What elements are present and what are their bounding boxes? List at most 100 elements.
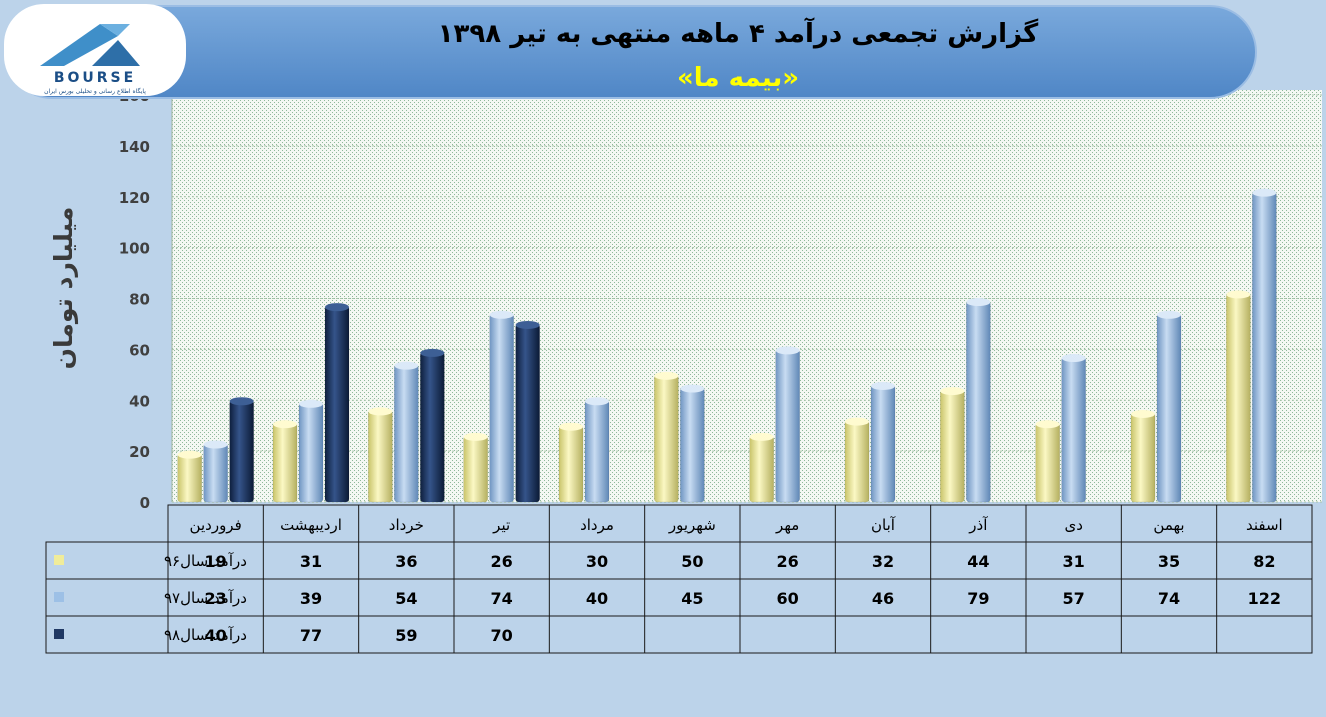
bar-cap: [654, 371, 679, 380]
bar: [558, 425, 584, 503]
bar-cap: [515, 320, 540, 329]
legend-label: درآمد سال۹۸: [164, 626, 247, 644]
table-value: 54: [395, 589, 417, 608]
bar: [324, 305, 350, 503]
y-tick-label: 80: [129, 291, 150, 309]
table-value: 39: [300, 589, 322, 608]
y-tick-label: 120: [119, 189, 150, 207]
chart-title: گزارش تجمعی درآمد ۴ ماهه منتهی به تیر ۱۳…: [438, 17, 1039, 49]
bar-cap: [1252, 188, 1277, 197]
bar: [749, 435, 774, 503]
category-label: خرداد: [389, 516, 424, 534]
bar-cap: [749, 432, 774, 441]
table-value: 59: [395, 626, 417, 645]
bar-cap: [775, 346, 800, 355]
bar-cap: [299, 399, 323, 408]
bar-cap: [966, 298, 991, 307]
bar: [870, 384, 896, 503]
table-value: 36: [395, 552, 417, 571]
legend-label: درآمد سال۹۷: [164, 589, 247, 607]
bar: [940, 389, 965, 503]
legend-swatch: [54, 629, 64, 639]
legend-swatch: [54, 592, 64, 602]
logo-tagline: پایگاه اطلاع رسانی و تحلیلی بورس ایران: [44, 87, 146, 95]
bar: [966, 300, 991, 503]
bar: [203, 443, 228, 503]
table-value: 31: [300, 552, 322, 571]
plot-area: [172, 90, 1322, 502]
bar: [680, 387, 705, 503]
bar-cap: [871, 381, 895, 390]
category-label: بهمن: [1153, 516, 1184, 534]
category-label: فروردین: [190, 516, 242, 534]
bar: [1226, 293, 1251, 503]
category-label: دی: [1064, 516, 1082, 534]
bar: [1035, 422, 1060, 503]
bar-cap: [368, 407, 393, 416]
category-label: آذر: [968, 516, 988, 534]
category-label: اردیبهشت: [280, 516, 342, 534]
bar-cap: [1131, 409, 1155, 418]
bar: [584, 400, 610, 503]
bar: [368, 410, 393, 503]
table-value: 32: [872, 552, 894, 571]
table-value: 26: [777, 552, 799, 571]
bourse-logo-mark: [40, 24, 140, 66]
table-value: 46: [872, 589, 894, 608]
y-axis-label: میلیارد تومان: [49, 207, 79, 370]
bar: [489, 313, 514, 503]
table-value: 19: [205, 552, 227, 571]
bar-cap: [489, 310, 514, 319]
bar: [394, 364, 419, 503]
y-tick-label: 0: [140, 494, 150, 512]
table-value: 79: [967, 589, 989, 608]
bar: [177, 453, 202, 503]
table-value: 35: [1158, 552, 1180, 571]
table-value: 70: [491, 626, 513, 645]
y-tick-labels: 020406080100120140160: [119, 87, 150, 512]
table-value: 44: [967, 552, 989, 571]
table-value: 74: [1158, 589, 1180, 608]
bar-cap: [177, 450, 202, 459]
bar-cap: [1035, 420, 1060, 429]
bar-cap: [940, 387, 965, 396]
bar-cap: [463, 432, 488, 441]
category-label: تیر: [492, 516, 510, 534]
bar: [1061, 356, 1086, 503]
table-value: 82: [1253, 552, 1275, 571]
table-value: 40: [586, 589, 608, 608]
legend-swatch: [54, 555, 64, 565]
bar: [463, 435, 488, 503]
table-value: 74: [491, 589, 513, 608]
bar-cap: [585, 397, 609, 406]
bar: [420, 351, 445, 503]
bar: [844, 420, 870, 503]
bar-cap: [1157, 310, 1181, 319]
table-value: 57: [1063, 589, 1085, 608]
y-tick-label: 40: [129, 392, 150, 410]
y-tick-label: 140: [119, 138, 150, 156]
bar: [515, 323, 540, 503]
bar: [298, 402, 324, 503]
bar-cap: [845, 417, 869, 426]
bar-cap: [1226, 290, 1251, 299]
bar-cap: [325, 303, 349, 312]
category-label: مرداد: [580, 516, 614, 534]
bar: [229, 400, 254, 503]
table-value: 45: [681, 589, 703, 608]
bar: [1130, 412, 1156, 503]
bar-cap: [394, 361, 419, 370]
table-value: 122: [1248, 589, 1281, 608]
gridlines: [171, 90, 1322, 503]
table-value: 60: [777, 589, 799, 608]
category-label: آبان: [871, 516, 896, 534]
y-tick-label: 60: [129, 341, 150, 359]
category-label: شهریور: [668, 516, 716, 534]
legend-label: درآمد سال۹۶: [164, 552, 247, 570]
table-value: 40: [205, 626, 227, 645]
bar-cap: [420, 348, 445, 357]
bar: [654, 374, 679, 503]
category-label: مهر: [775, 516, 799, 534]
